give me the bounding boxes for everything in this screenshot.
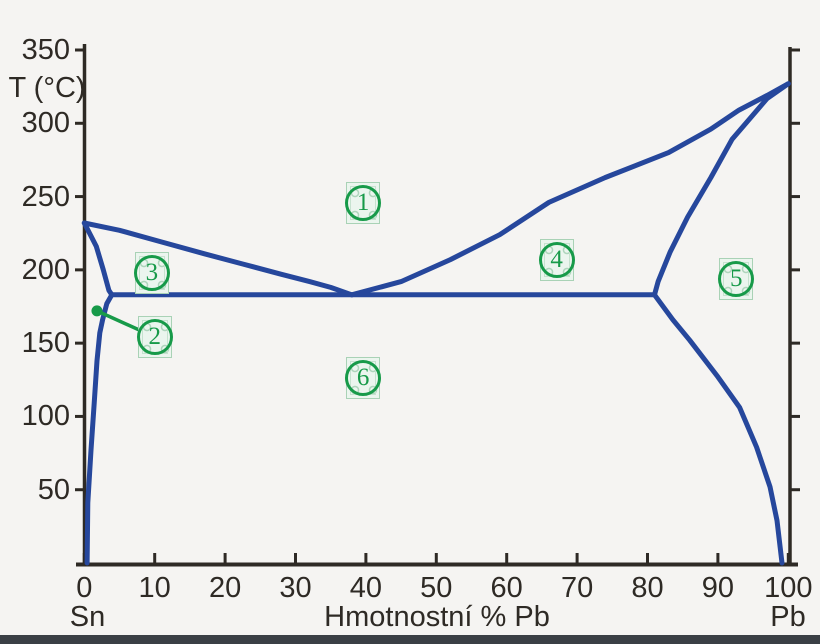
circled-number-icon: 6 — [345, 360, 382, 397]
circled-number-icon: 3 — [133, 254, 170, 291]
annotation-label-4: 4 — [538, 239, 575, 282]
y-tick-label-100: 100 — [21, 400, 70, 433]
callout-dot — [91, 305, 103, 317]
annotation-label-1: 1 — [345, 182, 382, 225]
x-tick-label-30: 30 — [279, 572, 312, 604]
circled-number-icon: 1 — [345, 185, 382, 222]
annotation-label-3: 3 — [133, 251, 170, 294]
x-axis-left-endpoint-label: Sn — [69, 601, 106, 633]
x-tick-label-50: 50 — [420, 572, 453, 604]
curve-solvus-sn-side — [84, 292, 115, 566]
curve-solidus-sn-side — [81, 220, 115, 298]
x-axis-title: Hmotnostní % Pb — [324, 601, 550, 633]
x-tick-label-20: 20 — [208, 572, 242, 604]
x-tick-label-40: 40 — [349, 572, 383, 604]
x-tick-label-80: 80 — [631, 572, 664, 604]
circled-number-icon: 5 — [718, 260, 755, 297]
annotation-label-5: 5 — [718, 257, 755, 300]
x-tick-label-10: 10 — [138, 572, 171, 604]
curve-solidus-pb-side — [652, 81, 791, 298]
x-tick-label-90: 90 — [701, 572, 735, 604]
y-tick-label-200: 200 — [21, 253, 70, 286]
y-tick-label-250: 250 — [21, 180, 70, 213]
circled-number-icon: 4 — [538, 242, 575, 279]
curve-liquidus-sn-side — [81, 220, 355, 298]
curve-solvus-pb-side — [652, 292, 785, 566]
circled-number-icon: 2 — [136, 318, 173, 355]
x-tick-label-0: 0 — [76, 572, 93, 604]
annotation-label-6: 6 — [345, 357, 382, 400]
y-tick-label-300: 300 — [21, 107, 70, 140]
y-axis-title: T (°C) — [8, 72, 86, 104]
y-tick-label-350: 350 — [21, 34, 70, 66]
curve-liquidus-pb-side — [349, 81, 791, 298]
x-tick-label-100: 100 — [764, 572, 813, 604]
annotation-label-2: 2 — [136, 315, 173, 358]
y-tick-label-50: 50 — [37, 473, 70, 506]
bottom-window-edge — [0, 635, 820, 644]
y-tick-label-150: 150 — [21, 327, 70, 360]
x-tick-label-60: 60 — [490, 572, 523, 604]
x-axis-right-endpoint-label: Pb — [770, 601, 806, 633]
x-tick-label-70: 70 — [560, 572, 594, 604]
